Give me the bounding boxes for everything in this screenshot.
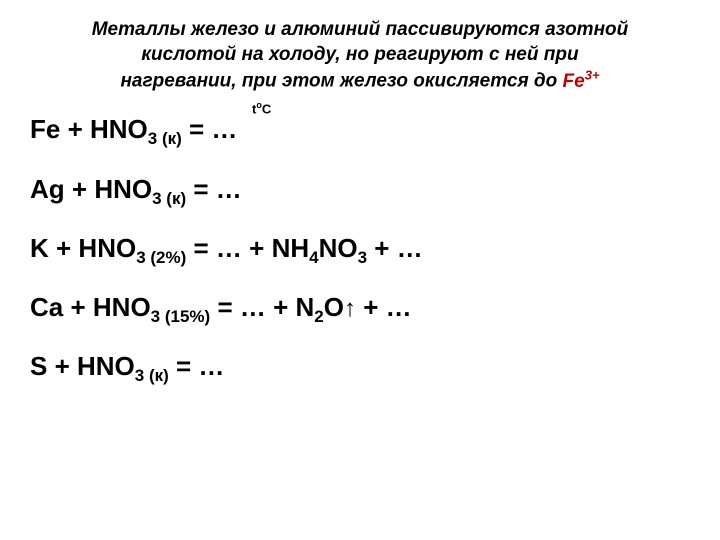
header-line-1: Металлы железо и алюминий пассивируются … xyxy=(30,18,690,43)
header-line-3: нагревании, при этом железо окисляется д… xyxy=(30,67,690,94)
equations-block: tоС Fe + HNO3 (к) = … Ag + HNO3 (к) = … … xyxy=(30,114,690,386)
eq4-acid: HNO xyxy=(93,292,151,322)
eq1-plus: + xyxy=(60,114,90,144)
eq3-product2: NO xyxy=(319,233,358,263)
eq3-product-sub1: 4 xyxy=(309,248,318,267)
fe-symbol: Fe xyxy=(563,71,585,92)
eq4-conc: (15%) xyxy=(160,307,210,326)
eq4-product: N xyxy=(295,292,314,322)
eq2-metal: Ag xyxy=(30,174,65,204)
eq4-product-sub1: 2 xyxy=(314,307,323,326)
eq3-metal: K xyxy=(30,233,49,263)
eq2-acid-sub: 3 xyxy=(152,189,161,208)
eq3-plus: + xyxy=(49,233,79,263)
eq1-equals: = … xyxy=(182,114,238,144)
eq2-conc: (к) xyxy=(162,189,187,208)
equation-3: K + HNO3 (2%) = … + NH4NO3 + … xyxy=(30,233,690,268)
eq5-acid: HNO xyxy=(77,351,135,381)
eq4-acid-sub: 3 xyxy=(151,307,160,326)
fe-charge: 3+ xyxy=(585,67,600,82)
eq3-conc: (2%) xyxy=(146,248,187,267)
eq5-acid-sub: 3 xyxy=(135,366,144,385)
eq2-acid: HNO xyxy=(94,174,152,204)
header-line-3-text: нагревании, при этом железо окисляется д… xyxy=(120,71,562,92)
eq1-metal: Fe xyxy=(30,114,60,144)
eq4-tail: + … xyxy=(356,292,412,322)
eq3-acid: HNO xyxy=(78,233,136,263)
eq4-plus: + xyxy=(63,292,93,322)
eq5-equals: = … xyxy=(169,351,225,381)
eq2-plus: + xyxy=(65,174,95,204)
temp-c: С xyxy=(262,102,271,117)
temperature-annotation: tоС xyxy=(252,100,271,116)
eq4-metal: Ca xyxy=(30,292,63,322)
eq3-equals: = … + xyxy=(186,233,271,263)
eq1-conc: (к) xyxy=(157,130,182,149)
eq4-product2: O xyxy=(324,292,344,322)
eq4-equals: = … + xyxy=(210,292,295,322)
equation-4: Ca + HNO3 (15%) = … + N2O↑ + … xyxy=(30,292,690,327)
header-line-2: кислотой на холоду, но реагируют с ней п… xyxy=(30,43,690,68)
eq2-equals: = … xyxy=(186,174,242,204)
equation-5: S + HNO3 (к) = … xyxy=(30,351,690,386)
eq5-conc: (к) xyxy=(144,366,169,385)
eq3-acid-sub: 3 xyxy=(136,248,145,267)
eq5-plus: + xyxy=(47,351,77,381)
equation-2: Ag + HNO3 (к) = … xyxy=(30,174,690,209)
eq3-product: NH xyxy=(272,233,310,263)
eq1-acid: HNO xyxy=(90,114,148,144)
eq3-tail: + … xyxy=(367,233,423,263)
eq3-product-sub2: 3 xyxy=(358,248,367,267)
eq4-arrow: ↑ xyxy=(344,295,356,322)
equation-1: tоС Fe + HNO3 (к) = … xyxy=(30,114,690,149)
header-text: Металлы железо и алюминий пассивируются … xyxy=(30,18,690,94)
eq1-acid-sub: 3 xyxy=(148,130,157,149)
fe3-label: Fe3+ xyxy=(563,71,600,92)
eq5-metal: S xyxy=(30,351,47,381)
